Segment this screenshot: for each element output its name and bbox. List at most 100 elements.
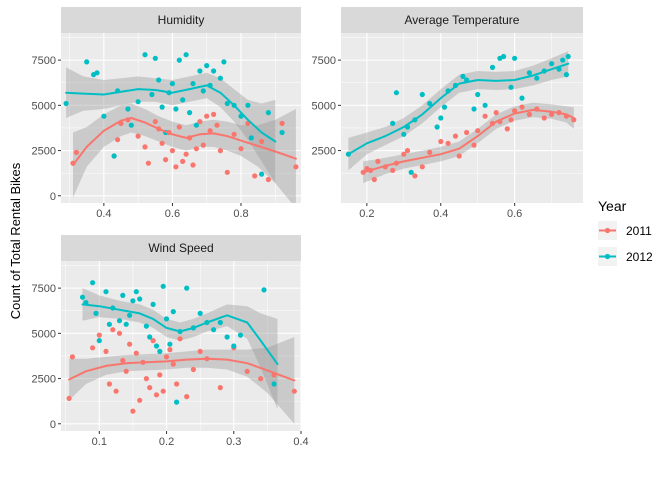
point-2011	[404, 148, 411, 154]
point-2012	[563, 72, 570, 78]
point-2011	[143, 376, 149, 382]
point-2012	[173, 106, 179, 112]
point-2012	[101, 113, 107, 119]
point-2011	[197, 348, 203, 354]
point-2011	[153, 392, 160, 398]
point-2011	[293, 164, 299, 170]
point-2012	[245, 102, 251, 108]
strip-wind-speed	[61, 235, 301, 261]
point-2011	[204, 113, 210, 119]
point-2012	[508, 84, 514, 90]
point-2011	[130, 408, 136, 414]
legend-item-2012: 2012	[598, 247, 653, 266]
point-2011	[224, 169, 230, 175]
point-2011	[174, 381, 180, 387]
point-2012	[427, 100, 433, 107]
point-2011	[190, 366, 196, 373]
point-2012	[475, 91, 481, 98]
point-2012	[204, 63, 210, 69]
point-2011	[152, 119, 158, 125]
point-2011	[116, 330, 123, 336]
point-2012	[519, 95, 525, 101]
point-2011	[147, 385, 153, 391]
point-2011	[123, 368, 129, 374]
point-2011	[456, 153, 462, 159]
point-2012	[565, 53, 571, 60]
strip-average-temperature	[341, 7, 583, 33]
point-2012	[248, 135, 254, 141]
strip-title-average-temperature: Average Temperature	[405, 13, 520, 27]
x-tick-label: 0.4	[293, 436, 308, 448]
point-2011	[493, 110, 499, 116]
x-tick-label: 0.4	[433, 208, 448, 220]
point-2012	[217, 319, 223, 326]
y-tick-label: 0	[50, 419, 56, 431]
point-2012	[94, 70, 100, 76]
y-tick-label: 7500	[32, 55, 56, 67]
point-2012	[183, 52, 189, 58]
point-2011	[504, 126, 510, 132]
point-2011	[207, 128, 213, 134]
y-tick-label: 2500	[32, 374, 56, 386]
point-2011	[291, 388, 297, 394]
point-2012	[460, 73, 466, 79]
panel-wind-speed: Wind Speed 0.1 0.2 0.3 0.4 0 2500 5000 7500	[32, 235, 309, 448]
confidence-band-2012	[82, 288, 278, 410]
point-2011	[135, 133, 141, 139]
point-2012	[103, 289, 109, 295]
point-2011	[252, 173, 258, 179]
point-2012	[217, 75, 223, 81]
point-2011	[371, 176, 377, 183]
point-2012	[157, 348, 163, 354]
point-2012	[143, 323, 149, 329]
point-2011	[69, 354, 75, 360]
point-2011	[265, 176, 271, 183]
strip-humidity	[61, 7, 301, 33]
point-2012	[401, 131, 407, 137]
panel-content	[345, 51, 577, 184]
point-2012	[408, 169, 414, 175]
point-2012	[160, 283, 166, 289]
point-2011	[190, 162, 196, 168]
point-2011	[177, 336, 183, 342]
legend-label: 2011	[626, 224, 652, 238]
point-2011	[157, 372, 163, 378]
confidence-band-2011	[73, 103, 296, 203]
y-axis-title: Count of Total Rental Bikes	[8, 162, 23, 319]
x-tick-label: 0.2	[359, 208, 374, 220]
point-2012	[84, 59, 90, 65]
point-2011	[106, 381, 112, 387]
legend-key-point	[604, 227, 611, 234]
point-2012	[135, 99, 141, 105]
point-2012	[152, 55, 158, 61]
point-2012	[237, 332, 244, 338]
point-2012	[265, 110, 271, 116]
smooth-line-2011	[362, 108, 575, 174]
point-2011	[445, 140, 451, 146]
point-2012	[231, 343, 237, 349]
point-2012	[153, 343, 160, 349]
point-2012	[169, 81, 175, 87]
point-2011	[217, 385, 223, 391]
point-2011	[419, 164, 425, 170]
point-2011	[193, 146, 199, 152]
x-tick-label: 0.3	[226, 436, 241, 448]
point-2011	[110, 327, 116, 333]
point-2011	[170, 361, 176, 367]
point-2012	[501, 53, 507, 60]
point-2012	[130, 298, 136, 304]
point-2012	[534, 75, 540, 81]
point-2012	[137, 296, 143, 302]
point-2011	[163, 354, 170, 360]
point-2011	[244, 368, 250, 374]
point-2012	[128, 122, 134, 128]
point-2012	[159, 104, 165, 110]
point-2012	[150, 301, 156, 307]
smooth-line-2011	[68, 357, 296, 382]
point-2012	[180, 97, 186, 103]
point-2012	[133, 289, 139, 295]
point-2012	[93, 310, 99, 316]
point-2011	[197, 119, 203, 125]
